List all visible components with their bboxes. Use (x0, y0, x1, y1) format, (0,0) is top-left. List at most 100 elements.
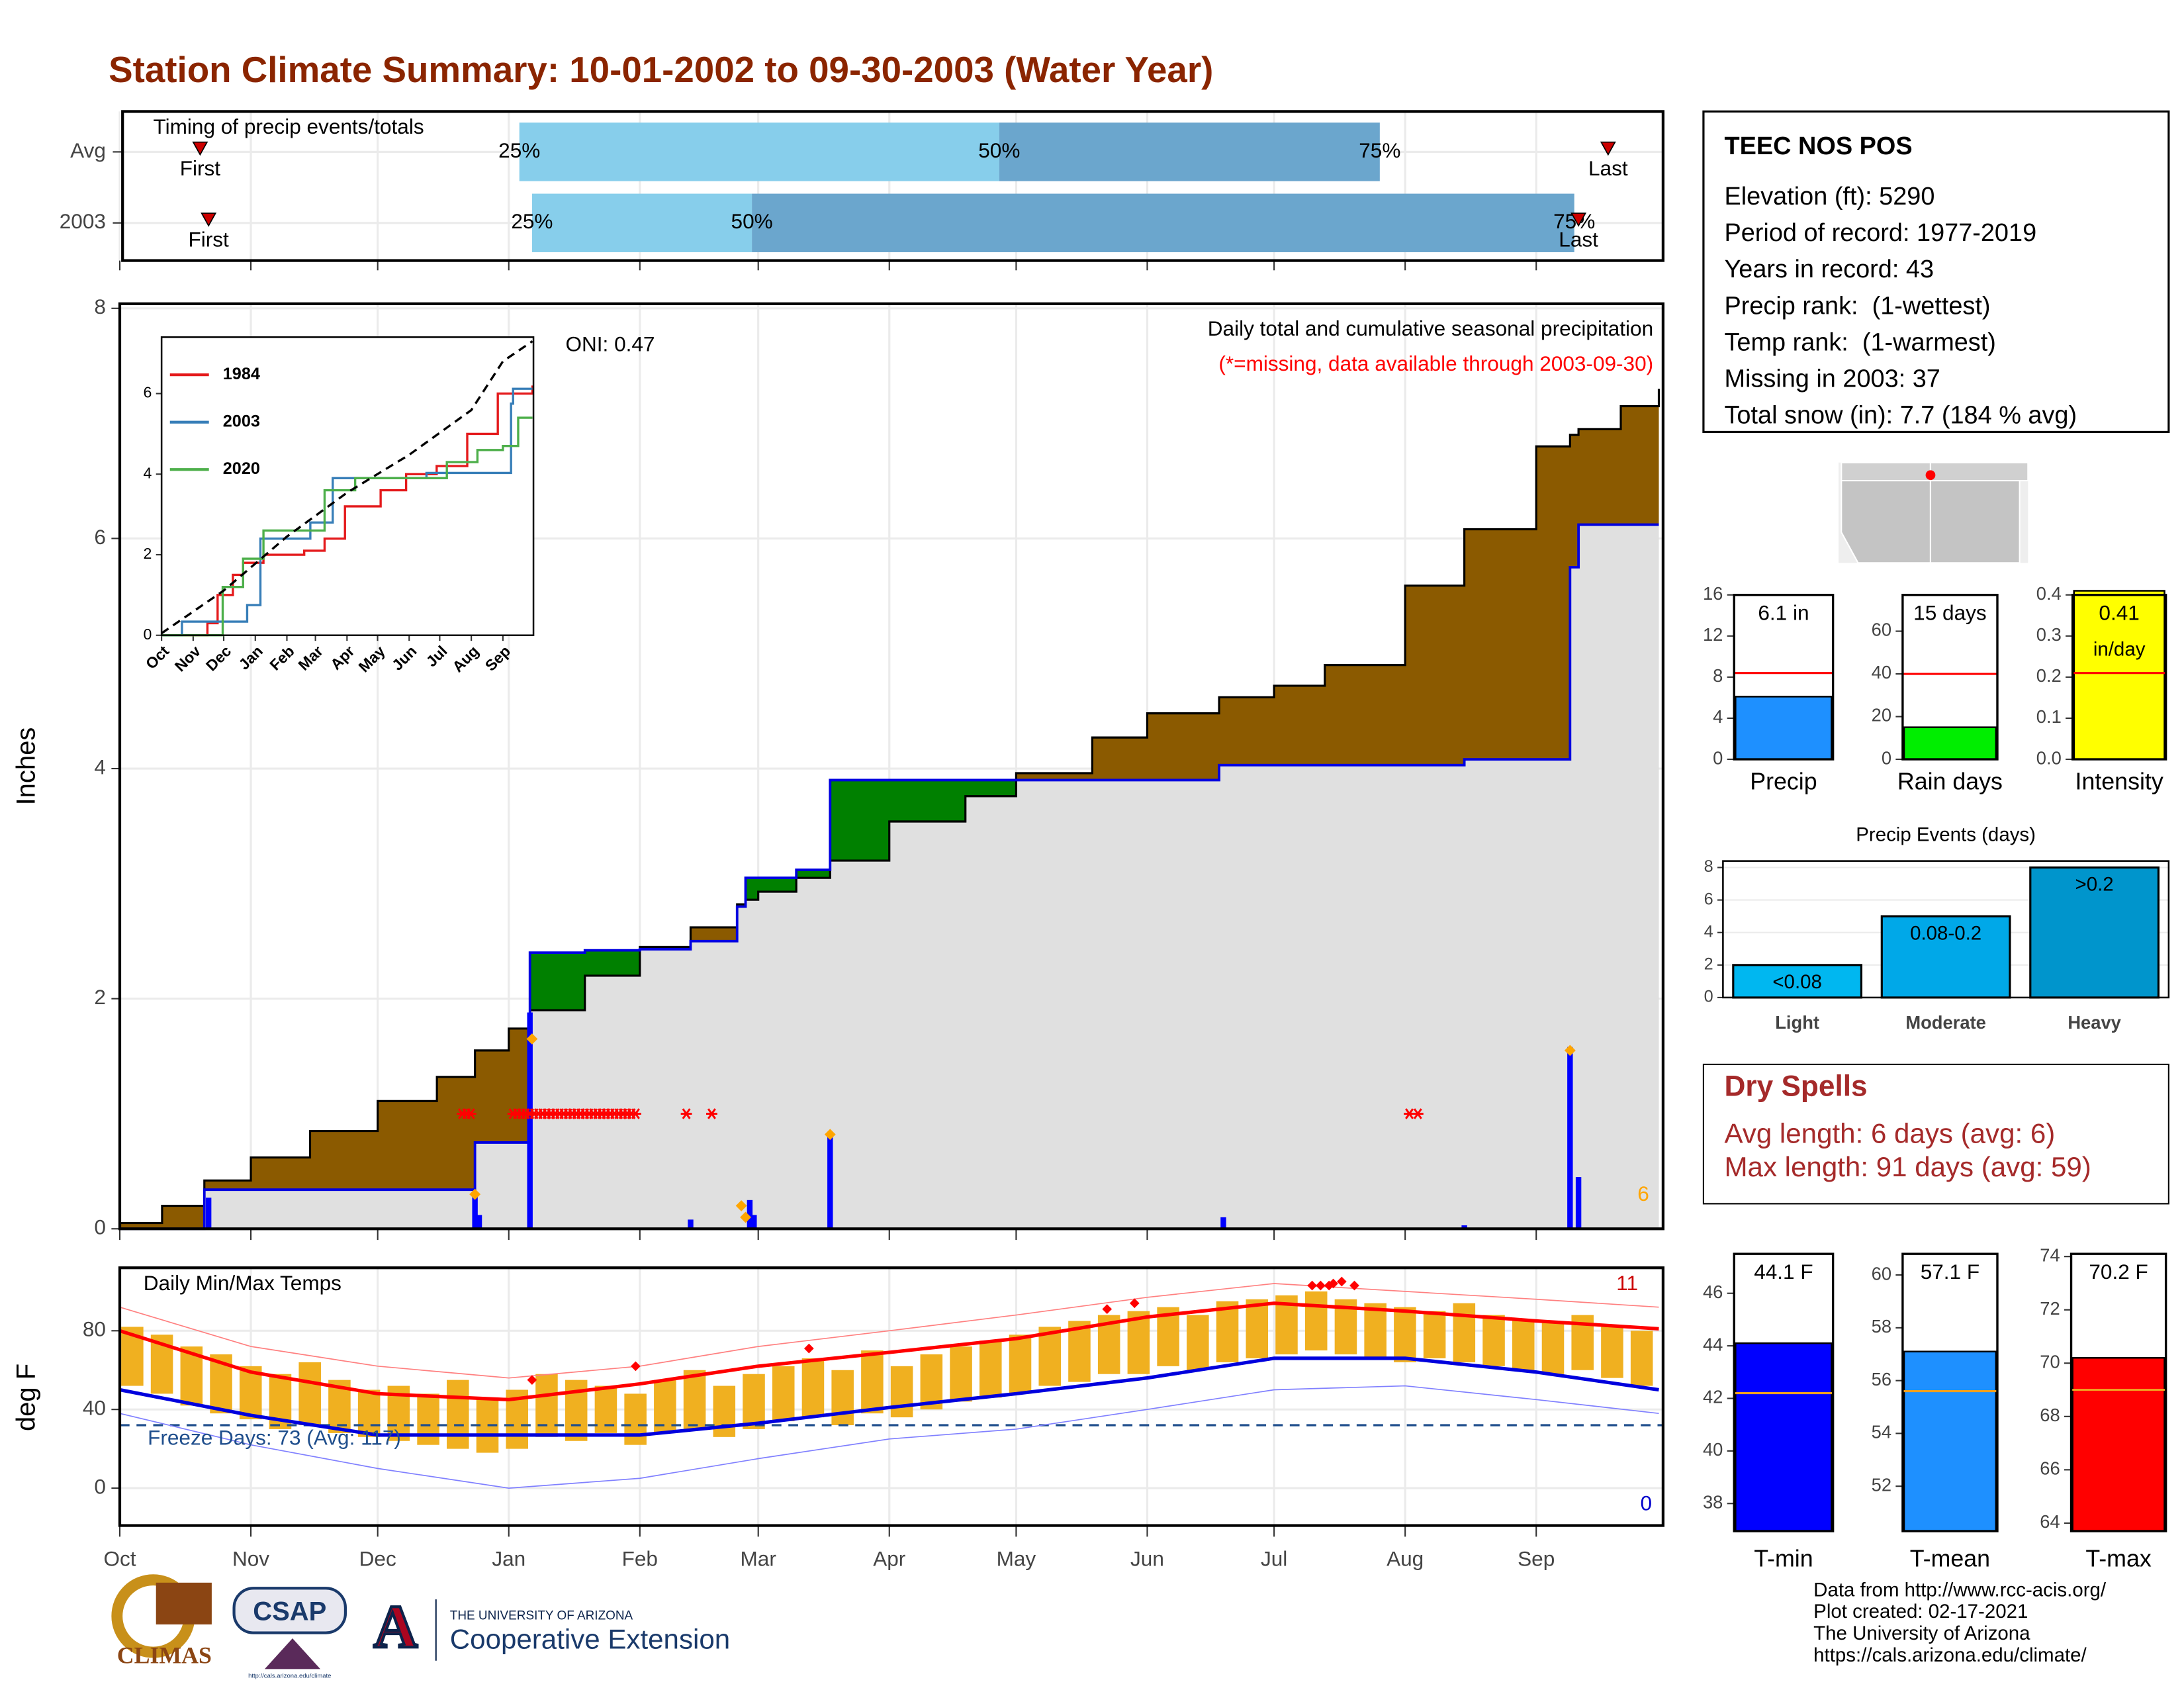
daily-bar (205, 1197, 212, 1229)
series-line (161, 387, 533, 637)
x-tick-label: Dec (359, 1547, 396, 1571)
y-tick-label: 2 (94, 985, 106, 1009)
y-tick-label: 52 (1872, 1474, 1891, 1495)
percent-label: 75% (1359, 138, 1400, 162)
temp-range-bar (535, 1374, 558, 1437)
daily-bar (472, 1196, 478, 1229)
x-tick-label: Jun (1130, 1547, 1164, 1571)
y-tick-label: 0 (1713, 747, 1723, 768)
missing-marker (680, 1108, 692, 1119)
temp-range-bar (298, 1362, 321, 1425)
daily-bar (476, 1215, 482, 1229)
info-line: Temp rank: (1-warmest) (1724, 328, 1995, 356)
y-tick-label: 8 (94, 295, 106, 318)
temp-line (119, 1283, 1659, 1379)
logo-letter: A (373, 1593, 418, 1661)
temp-range-bar (447, 1380, 469, 1449)
daily-bar (827, 1134, 833, 1229)
chart-subtitle: (*=missing, data available through 2003-… (1218, 352, 1653, 375)
legend-label: 2020 (223, 459, 260, 478)
temp-range-bar (801, 1358, 825, 1418)
info-line: Total snow (in): 7.7 (184 % avg) (1724, 402, 2077, 430)
y-tick-label: 4 (1704, 922, 1713, 941)
logo-text: THE UNIVERSITY OF ARIZONA (450, 1609, 633, 1622)
bar-border (2071, 594, 2167, 761)
value-label: 6.1 in (1758, 601, 1809, 625)
x-tick-label: May (997, 1547, 1036, 1571)
event-marker (201, 212, 217, 227)
x-tick-label: Mar (741, 1547, 776, 1571)
y-axis-label: deg F (12, 1364, 41, 1431)
plot-border (118, 302, 1664, 1231)
y-tick-label: 6 (144, 384, 152, 401)
value-label: 44.1 F (1754, 1260, 1813, 1284)
logo-shape (232, 1587, 347, 1634)
temp-range-bar (890, 1366, 913, 1418)
temp-range-bar (861, 1350, 884, 1414)
snow-marker (1564, 1045, 1576, 1056)
y-tick-label: 44 (1703, 1334, 1723, 1354)
legend-box (164, 345, 268, 491)
y-tick-label: 0.2 (2036, 665, 2062, 686)
y-tick-label: 56 (1872, 1369, 1891, 1389)
base-area (119, 524, 1659, 1229)
y-tick-label: 0 (1704, 988, 1713, 1006)
y-tick-label: 0 (94, 1215, 106, 1239)
value-label: 70.2 F (2089, 1260, 2148, 1284)
temp-range-bar (950, 1346, 972, 1402)
temp-range-bar (417, 1393, 439, 1445)
temp-range-bar (713, 1385, 736, 1437)
y-axis-label: Inches (12, 727, 41, 806)
y-tick-label: 38 (1703, 1492, 1723, 1513)
record-high-count: 11 (1616, 1271, 1638, 1295)
map-state (1929, 480, 2021, 564)
bin-label: <0.08 (1772, 971, 1822, 993)
daily-bar (688, 1219, 694, 1229)
chart-title: Precip Events (days) (1856, 824, 2036, 846)
y-tick-label: 40 (83, 1396, 106, 1420)
dry-spell-line: Max length: 91 days (avg: 59) (1724, 1151, 2091, 1182)
credit-line: The University of Arizona (1813, 1622, 2030, 1644)
x-tick-label: Light (1775, 1012, 1819, 1033)
daily-bar (1575, 1177, 1582, 1229)
x-tick-label: Apr (873, 1547, 905, 1571)
temp-range-bar (1216, 1301, 1239, 1362)
oni-label: ONI: 0.47 (565, 332, 655, 355)
y-tick-label: 66 (2040, 1458, 2060, 1479)
map-state (1841, 461, 1932, 482)
logo-text: CLIMAS (117, 1642, 212, 1669)
bar (1880, 915, 2011, 999)
temp-range-bar (1187, 1315, 1209, 1370)
freeze-label: Freeze Days: 73 (Avg: 117) (148, 1425, 401, 1449)
y-tick-label: 4 (1713, 706, 1723, 727)
bar-border (1901, 594, 1999, 761)
percent-label: 25% (511, 209, 553, 233)
missing-marker (630, 1108, 641, 1119)
y-tick-label: 16 (1703, 583, 1723, 604)
temp-range-bar (1512, 1319, 1535, 1370)
temp-range-bar (743, 1374, 765, 1429)
location-map (1839, 461, 2029, 564)
y-tick-label: 46 (1703, 1282, 1723, 1302)
record-marker (1328, 1278, 1338, 1289)
temp-range-bar (624, 1393, 647, 1445)
observed-line (119, 523, 1659, 1231)
temp-line (119, 1301, 1659, 1401)
x-tick-label: Heavy (2068, 1012, 2121, 1033)
record-marker (1102, 1304, 1113, 1314)
plot-border (1722, 860, 2170, 999)
chart-title: Daily total and cumulative seasonal prec… (1208, 316, 1653, 340)
timing-bar (999, 122, 1380, 181)
temp-range-bar (1423, 1311, 1446, 1358)
bar (1903, 1350, 1997, 1532)
bin-label: 0.08-0.2 (1910, 922, 1981, 944)
value-label: 15 days (1913, 601, 1987, 625)
y-tick-label: 0.1 (2036, 706, 2062, 727)
event-label: Last (1559, 227, 1598, 251)
event-label: Last (1588, 156, 1628, 180)
temp-line (119, 1385, 1659, 1489)
info-line: Years in record: 43 (1724, 256, 1934, 283)
category-label: T-min (1754, 1546, 1813, 1572)
temp-range-bar (1246, 1299, 1269, 1358)
event-label: First (188, 227, 229, 251)
